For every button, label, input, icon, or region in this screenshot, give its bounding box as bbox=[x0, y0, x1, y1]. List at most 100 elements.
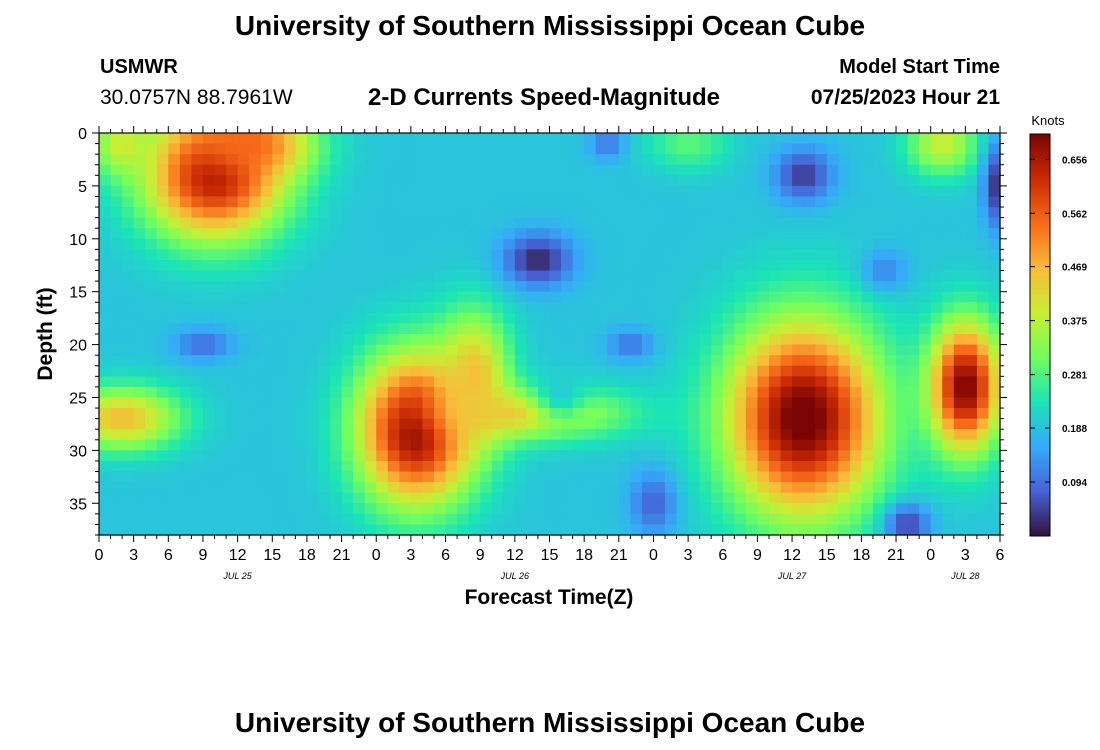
heatmap-cell bbox=[376, 503, 389, 515]
heatmap-cell bbox=[433, 217, 447, 229]
heatmap-cell bbox=[561, 291, 574, 303]
heatmap-cell bbox=[653, 418, 666, 430]
heatmap-cell bbox=[272, 312, 285, 325]
heatmap-cell bbox=[537, 133, 551, 145]
heatmap-cell bbox=[503, 376, 516, 388]
heatmap-cell bbox=[861, 185, 874, 198]
heatmap-cell bbox=[757, 228, 770, 240]
heatmap-cell bbox=[861, 376, 874, 388]
heatmap-cell bbox=[376, 355, 389, 367]
heatmap-cell bbox=[503, 133, 516, 145]
heatmap-cell bbox=[953, 143, 966, 155]
heatmap-cell bbox=[168, 249, 181, 261]
heatmap-cell bbox=[422, 291, 435, 303]
heatmap-cell bbox=[919, 154, 932, 166]
heatmap-cell bbox=[526, 524, 539, 536]
heatmap-cell bbox=[433, 281, 447, 293]
heatmap-cell bbox=[318, 482, 331, 494]
heatmap-cell bbox=[295, 365, 308, 377]
x-tick-label: 12 bbox=[506, 547, 524, 564]
heatmap-cell bbox=[145, 460, 158, 473]
heatmap-cell bbox=[214, 164, 227, 176]
heatmap-cell bbox=[665, 323, 678, 335]
heatmap-cell bbox=[699, 175, 712, 187]
heatmap-cell bbox=[584, 408, 597, 420]
heatmap-cell bbox=[561, 185, 574, 198]
heatmap-cell bbox=[514, 302, 527, 314]
heatmap-cell bbox=[838, 439, 851, 451]
heatmap-cell bbox=[364, 270, 377, 282]
heatmap-cell bbox=[734, 450, 747, 462]
heatmap-cell bbox=[237, 418, 250, 430]
heatmap-cell bbox=[618, 439, 631, 451]
heatmap-cell bbox=[699, 513, 712, 526]
heatmap-cell bbox=[237, 259, 250, 272]
heatmap-cell bbox=[422, 376, 435, 388]
heatmap-cell bbox=[907, 492, 920, 504]
heatmap-cell bbox=[364, 439, 377, 451]
heatmap-cell bbox=[191, 164, 204, 176]
heatmap-cell bbox=[341, 228, 354, 240]
heatmap-cell bbox=[283, 492, 296, 504]
heatmap-cell bbox=[399, 513, 412, 526]
heatmap-cell bbox=[364, 143, 377, 155]
heatmap-cell bbox=[653, 143, 666, 155]
heatmap-cell bbox=[272, 133, 285, 145]
heatmap-cell bbox=[745, 513, 759, 526]
heatmap-cell bbox=[768, 154, 782, 166]
heatmap-cell bbox=[676, 429, 689, 441]
heatmap-cell bbox=[942, 291, 955, 303]
heatmap-cell bbox=[445, 460, 458, 473]
heatmap-cell bbox=[907, 439, 920, 451]
heatmap-cell bbox=[191, 291, 204, 303]
heatmap-cell bbox=[133, 238, 146, 250]
heatmap-cells bbox=[99, 133, 1001, 536]
heatmap-cell bbox=[838, 344, 851, 356]
heatmap-cell bbox=[237, 291, 250, 303]
heatmap-cell bbox=[399, 312, 412, 325]
heatmap-cell bbox=[768, 439, 782, 451]
heatmap-cell bbox=[226, 460, 239, 473]
heatmap-cell bbox=[122, 460, 135, 473]
heatmap-cell bbox=[734, 185, 747, 198]
heatmap-cell bbox=[618, 291, 631, 303]
heatmap-cell bbox=[607, 207, 620, 219]
heatmap-cell bbox=[341, 291, 354, 303]
heatmap-cell bbox=[572, 312, 585, 325]
heatmap-cell bbox=[503, 355, 516, 367]
heatmap-cell bbox=[179, 482, 193, 494]
heatmap-cell bbox=[919, 386, 932, 399]
heatmap-cell bbox=[491, 196, 504, 208]
heatmap-cell bbox=[965, 386, 978, 399]
heatmap-cell bbox=[110, 460, 123, 473]
heatmap-cell bbox=[734, 482, 747, 494]
heatmap-cell bbox=[861, 323, 874, 335]
heatmap-cell bbox=[826, 471, 839, 483]
heatmap-cell bbox=[630, 429, 643, 441]
heatmap-cell bbox=[491, 460, 504, 473]
heatmap-cell bbox=[387, 259, 400, 272]
heatmap-cell bbox=[168, 196, 181, 208]
heatmap-cell bbox=[468, 281, 481, 293]
heatmap-cell bbox=[306, 418, 320, 430]
heatmap-cell bbox=[976, 376, 990, 388]
heatmap-cell bbox=[399, 334, 412, 346]
heatmap-cell bbox=[468, 355, 481, 367]
heatmap-cell bbox=[537, 185, 551, 198]
heatmap-cell bbox=[145, 376, 158, 388]
heatmap-cell bbox=[919, 217, 932, 229]
heatmap-cell bbox=[630, 450, 643, 462]
heatmap-cell bbox=[399, 249, 412, 261]
heatmap-cell bbox=[457, 344, 470, 356]
heatmap-cell bbox=[745, 344, 759, 356]
heatmap-cell bbox=[537, 450, 551, 462]
heatmap-cell bbox=[295, 175, 308, 187]
heatmap-cell bbox=[618, 376, 631, 388]
heatmap-cell bbox=[688, 386, 701, 399]
heatmap-cell bbox=[410, 164, 424, 176]
heatmap-cell bbox=[641, 513, 655, 526]
heatmap-cell bbox=[953, 196, 966, 208]
heatmap-cell bbox=[988, 196, 1001, 208]
heatmap-cell bbox=[665, 133, 678, 145]
heatmap-cell bbox=[399, 482, 412, 494]
